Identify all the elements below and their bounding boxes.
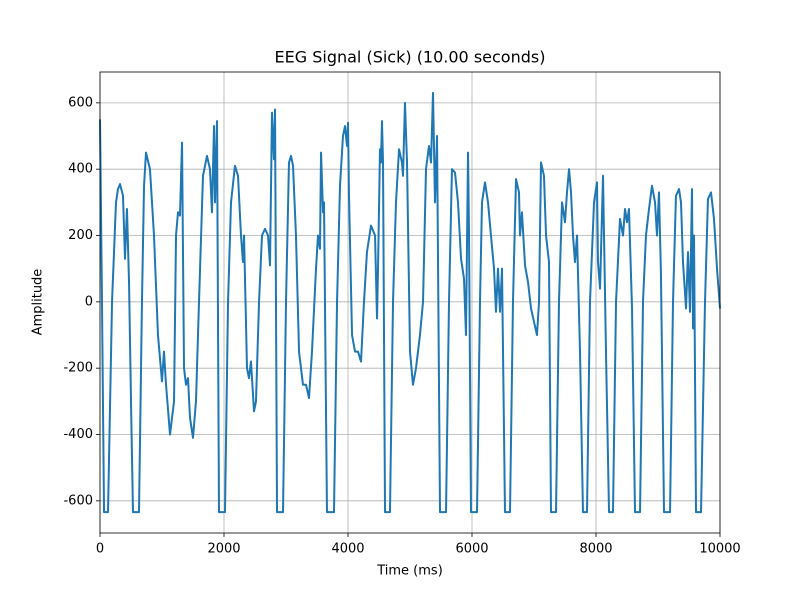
- x-tick-label: 0: [96, 542, 104, 557]
- y-tick-label: -400: [63, 427, 93, 442]
- x-tick-label: 4000: [331, 542, 364, 557]
- signal-line: [99, 91, 721, 514]
- y-tick-label: 400: [68, 162, 93, 177]
- plot-frame: [99, 71, 721, 534]
- y-tick-label: -600: [63, 493, 93, 508]
- x-axis-label: Time (ms): [376, 564, 443, 579]
- y-tick-label: 0: [85, 294, 93, 309]
- y-tick-label: 200: [68, 228, 93, 243]
- x-tick-label: 8000: [579, 542, 612, 557]
- y-tick-label: 600: [68, 95, 93, 110]
- y-axis-label: Amplitude: [31, 269, 46, 336]
- x-tick-label: 6000: [455, 542, 488, 557]
- y-tick-label: -200: [63, 361, 93, 376]
- x-tick-label: 10000: [699, 542, 740, 557]
- chart-title: EEG Signal (Sick) (10.00 seconds): [275, 48, 546, 67]
- x-tick-label: 2000: [207, 542, 240, 557]
